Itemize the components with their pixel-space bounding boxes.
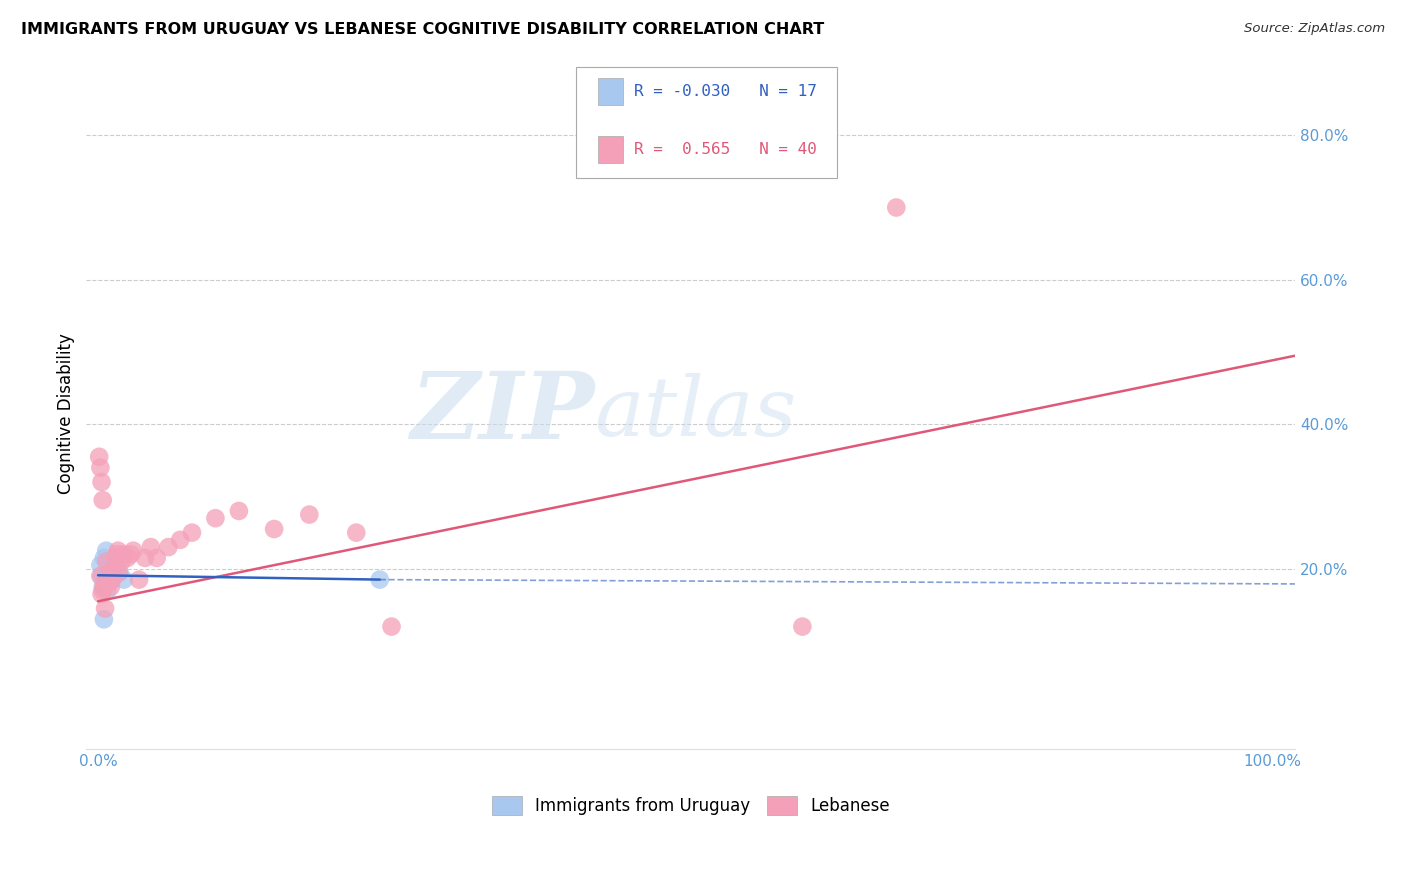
Text: R = -0.030   N = 17: R = -0.030 N = 17 <box>634 85 817 99</box>
Point <box>103 566 125 580</box>
Point <box>169 533 191 547</box>
Point <box>108 566 131 580</box>
Text: atlas: atlas <box>595 374 797 453</box>
Point <box>228 504 250 518</box>
Point <box>97 576 120 591</box>
Text: ZIP: ZIP <box>411 368 595 458</box>
Text: IMMIGRANTS FROM URUGUAY VS LEBANESE COGNITIVE DISABILITY CORRELATION CHART: IMMIGRANTS FROM URUGUAY VS LEBANESE COGN… <box>21 22 824 37</box>
Point <box>94 601 117 615</box>
Point <box>145 550 167 565</box>
Point <box>104 566 127 580</box>
Point <box>204 511 226 525</box>
Point <box>298 508 321 522</box>
Text: R =  0.565   N = 40: R = 0.565 N = 40 <box>634 143 817 157</box>
Point <box>110 555 132 569</box>
Point <box>344 525 367 540</box>
Point <box>93 550 115 565</box>
Point <box>89 569 111 583</box>
Point <box>134 550 156 565</box>
Point <box>98 569 121 583</box>
Point <box>128 573 150 587</box>
Point <box>96 573 118 587</box>
Point <box>91 493 114 508</box>
Point <box>98 566 121 580</box>
Point <box>100 580 122 594</box>
Y-axis label: Cognitive Disability: Cognitive Disability <box>58 333 75 494</box>
Point <box>181 525 204 540</box>
Point <box>792 619 814 633</box>
Point <box>157 540 180 554</box>
Point <box>90 587 112 601</box>
Point <box>94 573 117 587</box>
Point <box>104 550 127 565</box>
Point <box>884 201 907 215</box>
Point <box>97 566 120 580</box>
Point <box>90 569 112 583</box>
Point <box>90 475 112 489</box>
Point <box>96 583 118 598</box>
Point <box>380 619 402 633</box>
Legend: Immigrants from Uruguay, Lebanese: Immigrants from Uruguay, Lebanese <box>485 789 897 822</box>
Point <box>93 612 115 626</box>
Point <box>103 569 125 583</box>
Point <box>108 566 131 580</box>
Point <box>91 583 114 598</box>
Point <box>107 543 129 558</box>
Point <box>112 573 135 587</box>
Point <box>101 573 124 587</box>
Point <box>89 460 111 475</box>
Point <box>139 540 162 554</box>
Point <box>122 543 145 558</box>
Text: Source: ZipAtlas.com: Source: ZipAtlas.com <box>1244 22 1385 36</box>
Point <box>96 543 118 558</box>
Point <box>101 573 124 587</box>
Point <box>100 566 122 580</box>
Point <box>368 573 391 587</box>
Point <box>91 580 114 594</box>
Point <box>96 555 118 569</box>
Point <box>263 522 285 536</box>
Point <box>117 550 139 565</box>
Point <box>89 450 111 464</box>
Point <box>112 547 135 561</box>
Point <box>93 580 115 594</box>
Point <box>105 547 128 561</box>
Point <box>89 558 111 573</box>
Point <box>120 547 142 561</box>
